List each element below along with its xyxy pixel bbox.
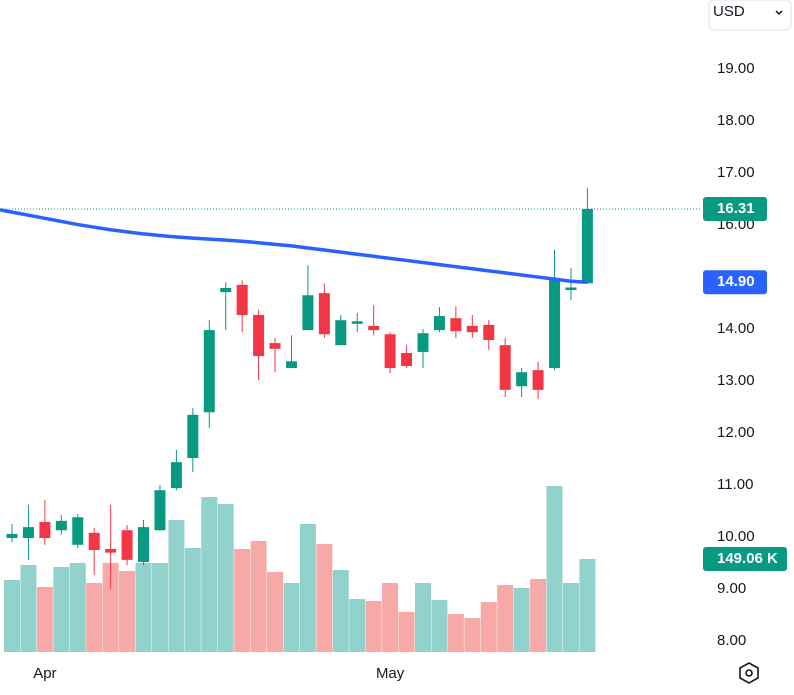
last-price-label: 16.31 [717,200,755,217]
candle-body [335,320,347,346]
candle-body [138,527,150,562]
volume-bar [36,587,53,652]
candle-body [154,490,166,531]
volume-bar [497,585,514,652]
y-tick-label: 11.00 [717,476,753,493]
candle-body [368,325,380,331]
volume-bar [267,572,284,652]
candle-body [499,345,511,390]
candle-body [220,287,232,293]
settings-icon[interactable] [739,662,759,684]
candle-body [187,414,199,458]
currency[interactable]: USD [713,3,745,20]
candle-body [203,330,215,413]
y-tick-label: 9.00 [717,580,746,597]
candle-body [88,532,100,550]
candle-body [269,343,281,349]
x-tick-label: May [376,665,405,682]
volume-bar [234,549,251,652]
candle-body [285,361,297,369]
candle-body [72,517,84,545]
volume-bar [20,564,37,652]
x-tick-label: Apr [33,665,56,682]
volume-bar [349,598,366,652]
candle-body [565,287,577,291]
y-tick-label: 8.00 [717,632,746,649]
ma-label-box [703,270,767,295]
volume-bar [332,570,349,652]
y-tick-label: 10.00 [717,528,755,545]
candle-body [516,372,528,387]
candle-body [549,280,561,369]
y-tick-label: 18.00 [717,112,755,129]
last-price-label-box [703,196,767,221]
ma-label: 14.90 [717,273,755,290]
volume-bar [530,579,547,652]
volume-bar [53,566,70,652]
volume-label: 149.06 K [717,550,778,567]
y-tick-label: 17.00 [717,164,755,181]
volume-bar [102,562,119,652]
volume-bar [382,583,399,652]
volume-bar [546,486,563,652]
candle-body [236,284,248,316]
volume-bar [562,583,579,652]
candle-body [22,527,34,539]
plot: 8.009.0010.0011.0012.0013.0014.0015.0016… [0,60,787,682]
y-tick-label: 14.00 [717,320,755,337]
candle-body [105,548,117,553]
candle-body [401,352,413,366]
volume-bar [69,562,86,652]
candle-body [417,333,429,352]
volume-bar [513,588,530,652]
candle-body [532,370,544,390]
volume-bar [135,562,152,652]
y-tick-label: 12.00 [717,424,755,441]
volume-bar [168,520,185,652]
volume-bar [415,583,431,652]
candle-body [483,324,495,340]
volume-bar [480,601,497,652]
moving-average [0,208,588,285]
candle-body [55,520,67,531]
volume-bar [316,544,333,652]
volume-bar [151,562,168,652]
candle-body [433,316,445,331]
candle-body [351,321,363,324]
y-tick-label: 19.00 [717,60,755,77]
candle-body [39,521,51,539]
volume-bar [447,614,464,652]
candle-body [384,334,396,369]
volume-bar [86,583,103,652]
volume-bar [4,580,20,652]
volume-bar [119,571,136,652]
y-tick-label: 13.00 [717,372,755,389]
volume-bar [365,600,382,652]
candle-body [170,462,182,489]
volume-bar [184,548,201,652]
volume-bar [250,541,267,652]
volume-bar [579,559,596,652]
candle-body [318,293,330,335]
volume-bar [217,504,234,652]
candle-body [6,533,18,539]
candle-body [450,318,462,332]
candle-body [121,530,133,560]
volume-bar [201,496,218,652]
volume-bar [283,583,300,652]
volume-bar [431,599,448,652]
candle-body [581,208,593,284]
candle-body [466,325,478,333]
currency-select[interactable] [708,0,792,31]
volume-bar [299,524,316,652]
candle-body [302,295,314,331]
candle-body [253,315,265,357]
volume-label-box [703,547,787,572]
volume-bar [398,612,415,652]
settings-dot[interactable] [745,669,753,677]
settings-hex[interactable] [739,662,759,684]
dropdown-arrow [775,10,783,16]
volume-bar [464,618,481,652]
